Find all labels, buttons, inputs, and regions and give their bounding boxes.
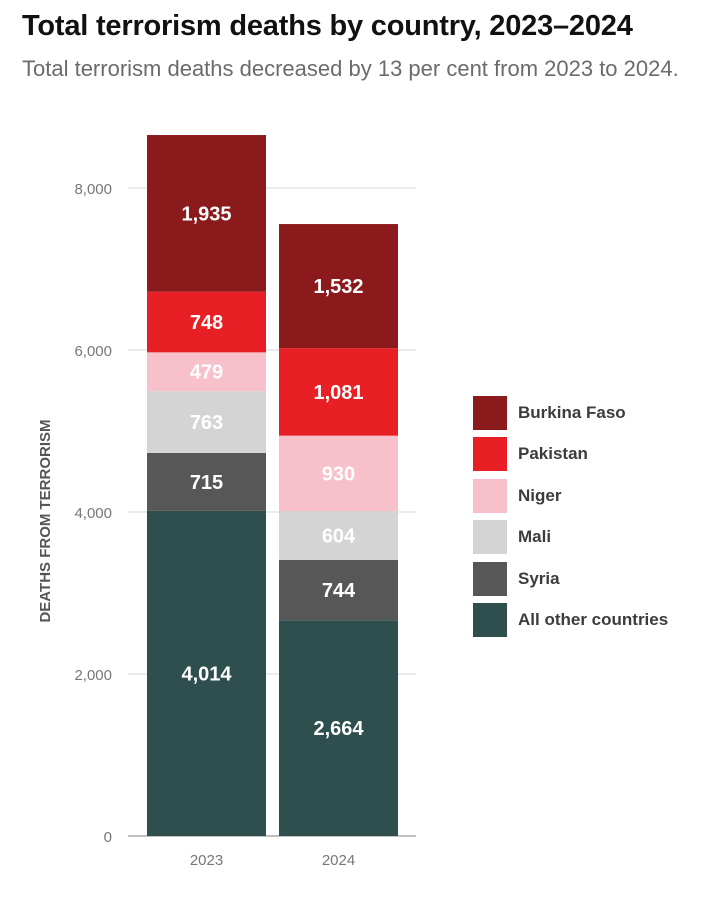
legend-swatch: [473, 603, 507, 638]
data-label: 1,532: [313, 276, 363, 298]
bar-segment: [279, 348, 398, 436]
x-tick-label: 2024: [322, 852, 355, 869]
legend-item: Niger: [473, 475, 668, 517]
legend-label: Pakistan: [518, 444, 588, 464]
chart-subtitle: Total terrorism deaths decreased by 13 p…: [22, 56, 679, 81]
legend-item: Syria: [473, 558, 668, 600]
legend-swatch: [473, 437, 507, 472]
chart-title: Total terrorism deaths by country, 2023–…: [22, 10, 633, 42]
y-tick-label: 4,000: [74, 505, 112, 522]
data-label: 4,014: [181, 663, 232, 685]
data-label: 930: [322, 463, 355, 485]
legend-swatch: [473, 561, 507, 596]
bar-segment: [279, 224, 398, 349]
legend-label: Mali: [518, 527, 552, 547]
bar-segment: [279, 620, 398, 836]
bar-segment: [147, 510, 266, 836]
bar-segment: [147, 452, 266, 511]
bar-segment: [147, 291, 266, 353]
legend-swatch: [473, 395, 507, 430]
bar-segment: [147, 352, 266, 392]
legend-item: Burkina Faso: [473, 392, 668, 434]
bar-segment: [279, 559, 398, 621]
x-tick-label: 2023: [190, 852, 223, 869]
data-label: 1,935: [181, 203, 231, 225]
data-label: 2,664: [313, 718, 364, 740]
legend-item: Pakistan: [473, 434, 668, 476]
bar-segment: [147, 135, 266, 292]
y-tick-label: 2,000: [74, 667, 112, 684]
bar-segment: [147, 391, 266, 453]
legend-label: Syria: [518, 568, 560, 588]
legend-item: Mali: [473, 517, 668, 559]
data-label: 1,081: [313, 382, 363, 404]
y-tick-label: 6,000: [74, 343, 112, 360]
data-label: 604: [322, 525, 356, 547]
bar-segment: [279, 435, 398, 512]
chart-legend: Burkina Faso Pakistan Niger Mali Syria All ot…: [473, 392, 668, 641]
data-label: 715: [190, 472, 223, 494]
legend-swatch: [473, 478, 507, 513]
data-label: 744: [322, 580, 356, 602]
y-tick-label: 8,000: [74, 181, 112, 198]
data-label: 748: [190, 312, 223, 334]
bar-segment: [279, 511, 398, 560]
legend-label: Niger: [518, 485, 562, 505]
data-label: 763: [190, 412, 223, 434]
y-tick-label: 0: [104, 829, 112, 846]
legend-label: All other countries: [518, 610, 669, 630]
legend-item: All other countries: [473, 600, 668, 642]
legend-label: Burkina Faso: [518, 402, 626, 422]
y-axis-title: DEATHS FROM TERRORISM: [37, 419, 54, 622]
legend-swatch: [473, 520, 507, 555]
data-label: 479: [190, 362, 223, 384]
